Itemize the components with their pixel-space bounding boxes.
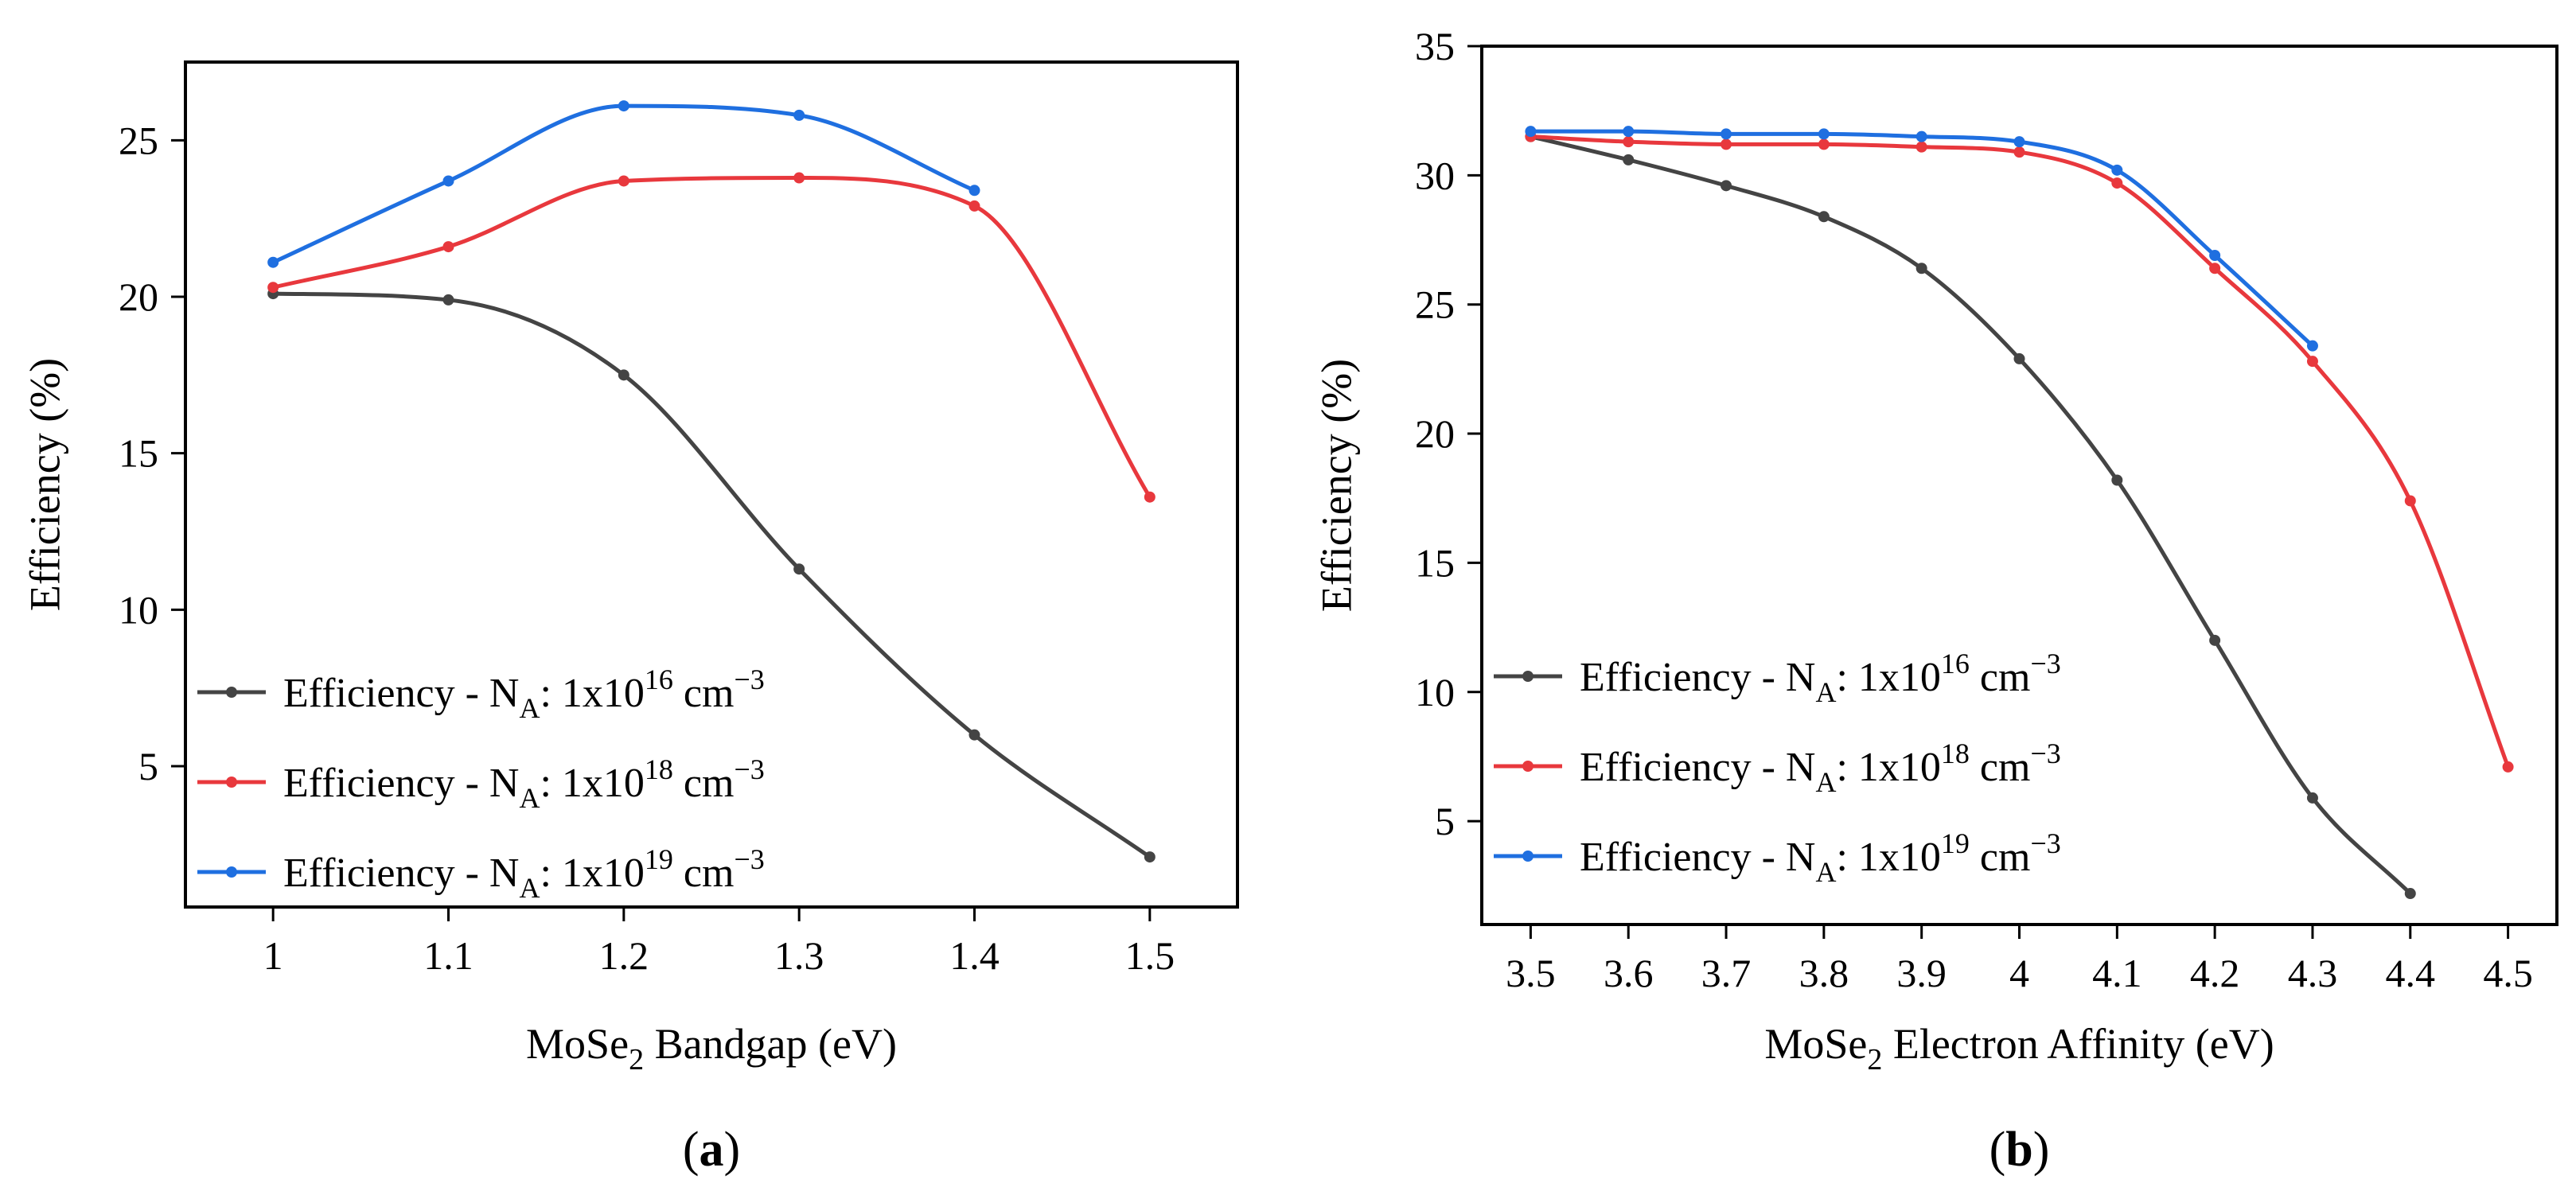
data-point-b-0-5 bbox=[2013, 352, 2025, 364]
y-tick-label-a-1: 10 bbox=[119, 587, 158, 632]
y-tick-label-a-3: 20 bbox=[119, 274, 158, 319]
y-tick-label-b-0: 5 bbox=[1435, 799, 1455, 843]
data-point-b-1-5 bbox=[2013, 146, 2025, 158]
y-tick-label-b-5: 30 bbox=[1415, 153, 1455, 197]
y-axis-label-b: Efficiency (%) bbox=[1312, 359, 1360, 612]
x-tick-label-a-4: 1.4 bbox=[949, 933, 1000, 978]
data-point-a-1-2 bbox=[618, 175, 629, 187]
y-tick-label-b-1: 10 bbox=[1415, 670, 1455, 714]
data-point-b-0-4 bbox=[1915, 263, 1927, 274]
data-point-b-1-7 bbox=[2209, 263, 2221, 274]
data-point-a-0-1 bbox=[442, 294, 454, 306]
data-point-b-2-7 bbox=[2209, 250, 2221, 262]
x-tick-label-b-2: 3.7 bbox=[1701, 951, 1752, 995]
x-tick-label-a-1: 1.1 bbox=[423, 933, 474, 978]
legend-label-a-2: Efficiency - NA: 1x1019 cm−3 bbox=[283, 843, 765, 904]
series-line-a-1 bbox=[271, 176, 1152, 500]
legend-label-a-0: Efficiency - NA: 1x1016 cm−3 bbox=[283, 664, 765, 724]
legend-swatch-marker-a-1 bbox=[226, 777, 237, 788]
chart-panel-a: 1 1.1 1.2 1.3 1.4 1.5 5 10 15 20 25 Efficiency (%) M… bbox=[21, 60, 1239, 1177]
series-line-b-1 bbox=[1528, 134, 2511, 769]
data-point-a-2-4 bbox=[968, 185, 980, 197]
y-tick-label-b-3: 20 bbox=[1415, 411, 1455, 456]
legend-label-b-2: Efficiency - NA: 1x1019 cm−3 bbox=[1580, 827, 2061, 888]
data-point-b-2-6 bbox=[2111, 164, 2123, 176]
data-point-a-0-3 bbox=[793, 563, 805, 575]
x-tick-label-b-10: 4.5 bbox=[2483, 951, 2533, 995]
x-tick-label-b-8: 4.3 bbox=[2288, 951, 2338, 995]
data-point-b-2-5 bbox=[2013, 136, 2025, 148]
data-point-b-2-3 bbox=[1818, 128, 1830, 140]
chart-panel-b: 3.5 3.6 3.7 3.8 3.9 4 4.1 4.2 4.3 4.4 4.5 5 10 15 20 25… bbox=[1312, 24, 2558, 1177]
panel-label-b: (b) bbox=[1989, 1123, 2050, 1177]
data-point-a-1-4 bbox=[968, 200, 980, 212]
plot-frame-a bbox=[184, 60, 1239, 909]
data-point-b-0-8 bbox=[2306, 792, 2318, 804]
legend-label-b-1: Efficiency - NA: 1x1018 cm−3 bbox=[1580, 738, 2061, 798]
data-point-a-1-5 bbox=[1144, 491, 1155, 503]
data-point-b-1-1 bbox=[1623, 136, 1635, 148]
data-point-a-2-3 bbox=[793, 109, 805, 121]
data-point-b-0-3 bbox=[1818, 211, 1830, 223]
data-point-b-0-2 bbox=[1721, 180, 1732, 192]
data-point-a-2-1 bbox=[442, 175, 454, 187]
data-point-b-2-1 bbox=[1623, 126, 1635, 138]
x-tick-label-b-6: 4.1 bbox=[2092, 951, 2142, 995]
x-tick-label-a-5: 1.5 bbox=[1125, 933, 1175, 978]
data-point-b-1-6 bbox=[2111, 177, 2123, 189]
x-tick-label-b-5: 4 bbox=[2009, 951, 2029, 995]
data-point-b-0-6 bbox=[2111, 474, 2123, 486]
y-tick-label-b-2: 15 bbox=[1415, 540, 1455, 585]
legend-swatch-marker-a-0 bbox=[226, 687, 237, 698]
x-tick-label-b-1: 3.6 bbox=[1604, 951, 1654, 995]
y-tick-label-b-4: 25 bbox=[1415, 282, 1455, 327]
data-point-b-1-4 bbox=[1915, 141, 1927, 153]
data-point-b-2-8 bbox=[2306, 340, 2318, 352]
data-point-b-1-2 bbox=[1721, 138, 1732, 150]
y-tick-label-a-0: 5 bbox=[138, 744, 158, 788]
data-point-a-0-5 bbox=[1144, 851, 1155, 863]
data-point-a-0-2 bbox=[618, 369, 629, 381]
x-tick-label-b-9: 4.4 bbox=[2386, 951, 2436, 995]
data-point-b-1-3 bbox=[1818, 138, 1830, 150]
y-axis-label-a: Efficiency (%) bbox=[21, 358, 68, 611]
x-axis-label-a: MoSe2 Bandgap (eV) bbox=[526, 1020, 897, 1076]
legend-label-a-1: Efficiency - NA: 1x1018 cm−3 bbox=[283, 753, 765, 814]
legend-swatch-marker-b-0 bbox=[1522, 671, 1534, 682]
data-point-b-0-7 bbox=[2209, 634, 2221, 646]
x-tick-label-b-3: 3.8 bbox=[1799, 951, 1849, 995]
legend-swatch-marker-a-2 bbox=[226, 866, 237, 878]
x-tick-label-a-3: 1.3 bbox=[774, 933, 824, 978]
panel-label-a: (a) bbox=[683, 1123, 740, 1177]
data-point-b-0-1 bbox=[1623, 154, 1635, 165]
y-tick-label-a-2: 15 bbox=[119, 431, 158, 476]
data-point-b-0-9 bbox=[2404, 888, 2416, 900]
data-point-b-2-2 bbox=[1721, 128, 1732, 140]
data-point-a-0-4 bbox=[968, 729, 980, 741]
data-point-a-1-1 bbox=[442, 241, 454, 253]
data-point-b-1-10 bbox=[2502, 761, 2514, 773]
x-tick-label-a-0: 1 bbox=[263, 933, 283, 978]
x-tick-label-b-7: 4.2 bbox=[2190, 951, 2240, 995]
data-point-b-1-9 bbox=[2404, 495, 2416, 507]
legend-label-b-0: Efficiency - NA: 1x1016 cm−3 bbox=[1580, 648, 2061, 708]
y-tick-label-a-4: 25 bbox=[119, 118, 158, 162]
legend-swatch-marker-b-2 bbox=[1522, 851, 1534, 862]
data-point-b-2-0 bbox=[1525, 126, 1537, 138]
data-point-a-1-3 bbox=[793, 172, 805, 184]
y-tick-label-b-6: 35 bbox=[1415, 24, 1455, 68]
plot-frame-b bbox=[1480, 45, 2558, 926]
data-point-a-2-2 bbox=[618, 100, 629, 112]
data-point-b-2-4 bbox=[1915, 130, 1927, 142]
x-tick-label-b-4: 3.9 bbox=[1896, 951, 1947, 995]
x-axis-label-b: MoSe2 Electron Affinity (eV) bbox=[1764, 1020, 2274, 1076]
x-tick-label-b-0: 3.5 bbox=[1506, 951, 1556, 995]
data-point-a-2-0 bbox=[267, 256, 279, 268]
legend-swatch-marker-b-1 bbox=[1522, 761, 1534, 772]
data-point-a-1-0 bbox=[267, 282, 279, 294]
x-tick-label-a-2: 1.2 bbox=[599, 933, 649, 978]
data-point-b-1-8 bbox=[2306, 356, 2318, 368]
